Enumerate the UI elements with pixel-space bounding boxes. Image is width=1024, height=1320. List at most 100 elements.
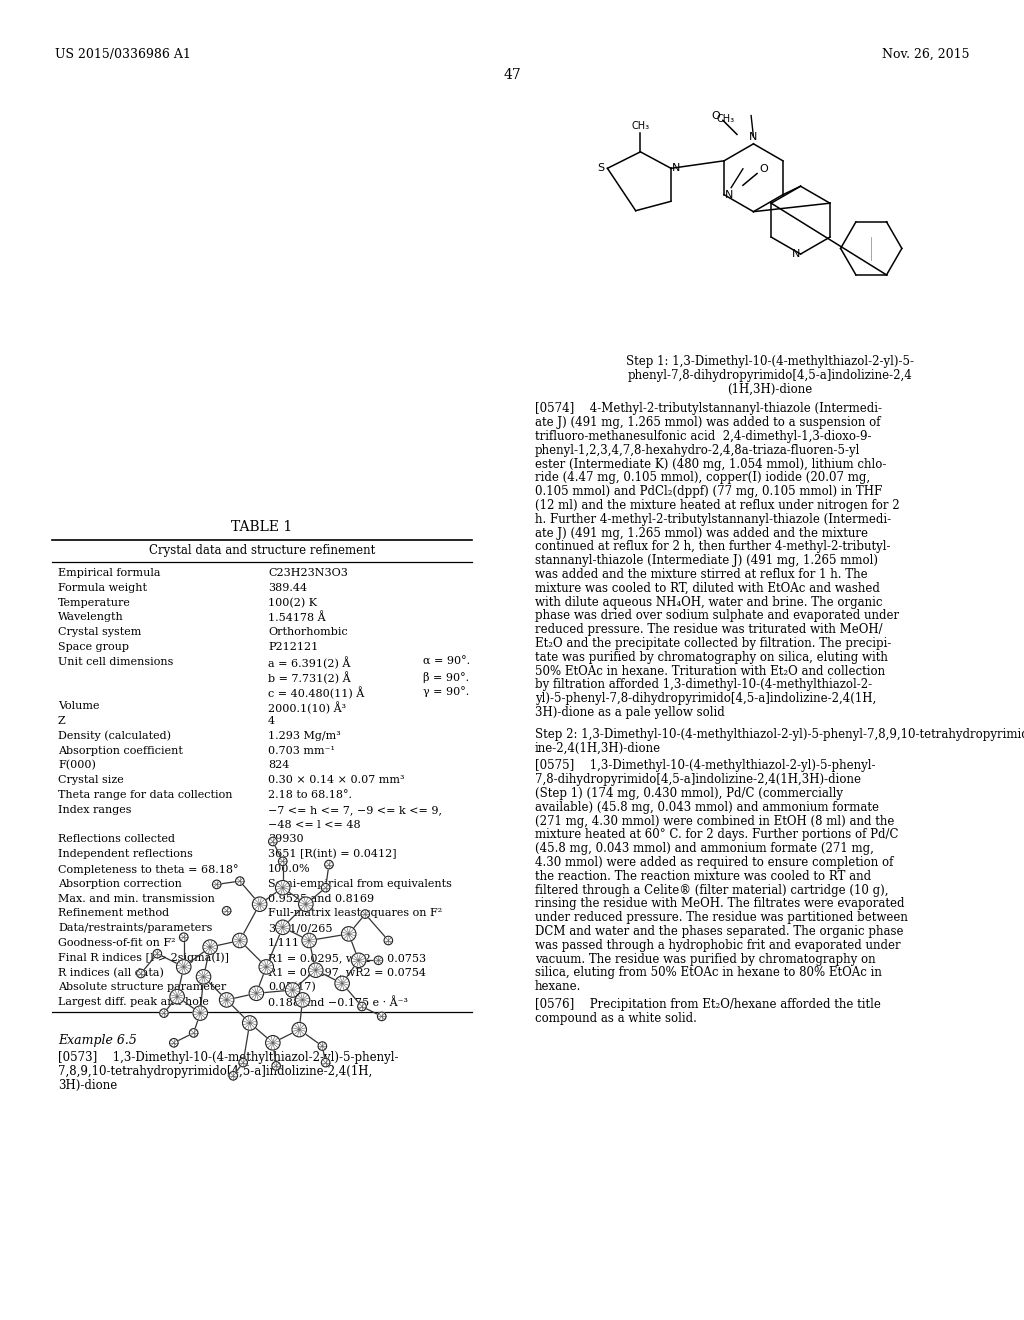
Circle shape: [249, 986, 263, 1001]
Text: Example 6.5: Example 6.5: [58, 1034, 137, 1047]
Text: 100(2) K: 100(2) K: [268, 598, 317, 609]
Circle shape: [384, 936, 392, 945]
Text: 1.54178 Å: 1.54178 Å: [268, 612, 326, 623]
Text: R indices (all data): R indices (all data): [58, 968, 164, 978]
Circle shape: [271, 1061, 281, 1071]
Circle shape: [170, 1039, 178, 1047]
Text: [0576]  Precipitation from Et₂O/hexane afforded the title: [0576] Precipitation from Et₂O/hexane af…: [535, 998, 881, 1011]
Text: Formula weight: Formula weight: [58, 583, 147, 593]
Text: 3651/0/265: 3651/0/265: [268, 923, 333, 933]
Circle shape: [302, 933, 316, 948]
Circle shape: [232, 933, 247, 948]
Text: silica, eluting from 50% EtOAc in hexane to 80% EtOAc in: silica, eluting from 50% EtOAc in hexane…: [535, 966, 882, 979]
Text: US 2015/0336986 A1: US 2015/0336986 A1: [55, 48, 190, 61]
Text: was passed through a hydrophobic frit and evaporated under: was passed through a hydrophobic frit an…: [535, 939, 901, 952]
Text: 0.05(17): 0.05(17): [268, 982, 315, 993]
Text: hexane.: hexane.: [535, 981, 582, 993]
Text: Data/restraints/parameters: Data/restraints/parameters: [58, 923, 212, 933]
Text: (Step 1) (174 mg, 0.430 mmol), Pd/C (commercially: (Step 1) (174 mg, 0.430 mmol), Pd/C (com…: [535, 787, 843, 800]
Text: 0.703 mm⁻¹: 0.703 mm⁻¹: [268, 746, 335, 755]
Text: stannanyl-thiazole (Intermediate J) (491 mg, 1.265 mmol): stannanyl-thiazole (Intermediate J) (491…: [535, 554, 878, 568]
Text: R1 = 0.0297, wR2 = 0.0754: R1 = 0.0297, wR2 = 0.0754: [268, 968, 426, 978]
Text: N: N: [750, 132, 758, 141]
Text: (12 ml) and the mixture heated at reflux under nitrogen for 2: (12 ml) and the mixture heated at reflux…: [535, 499, 900, 512]
Text: Orthorhombic: Orthorhombic: [268, 627, 348, 638]
Text: Wavelength: Wavelength: [58, 612, 124, 623]
Text: Absolute structure parameter: Absolute structure parameter: [58, 982, 226, 993]
Text: 389.44: 389.44: [268, 583, 307, 593]
Text: 4: 4: [268, 715, 275, 726]
Circle shape: [212, 880, 221, 888]
Text: continued at reflux for 2 h, then further 4-methyl-2-tributyl-: continued at reflux for 2 h, then furthe…: [535, 540, 891, 553]
Text: Absorption coefficient: Absorption coefficient: [58, 746, 183, 755]
Circle shape: [136, 969, 145, 978]
Text: (45.8 mg, 0.043 mmol) and ammonium formate (271 mg,: (45.8 mg, 0.043 mmol) and ammonium forma…: [535, 842, 873, 855]
Circle shape: [268, 837, 278, 846]
Text: 50% EtOAc in hexane. Trituration with Et₂O and collection: 50% EtOAc in hexane. Trituration with Et…: [535, 664, 885, 677]
Text: ate J) (491 mg, 1.265 mmol) was added and the mixture: ate J) (491 mg, 1.265 mmol) was added an…: [535, 527, 868, 540]
Text: 0.9525 and 0.8169: 0.9525 and 0.8169: [268, 894, 374, 904]
Text: Space group: Space group: [58, 642, 129, 652]
Text: 7,8,9,10-tetrahydropyrimido[4,5-a]indolizine-2,4(1H,: 7,8,9,10-tetrahydropyrimido[4,5-a]indoli…: [58, 1065, 373, 1078]
Text: O: O: [760, 164, 768, 174]
Circle shape: [179, 933, 188, 941]
Circle shape: [308, 964, 323, 977]
Text: Step 2: 1,3-Dimethyl-10-(4-methylthiazol-2-yl)-5-phenyl-7,8,9,10-tetrahydropyrim: Step 2: 1,3-Dimethyl-10-(4-methylthiazol…: [535, 727, 1024, 741]
Circle shape: [360, 909, 370, 919]
Circle shape: [279, 857, 287, 866]
Text: Empirical formula: Empirical formula: [58, 568, 161, 578]
Text: 2000.1(10) Å³: 2000.1(10) Å³: [268, 701, 346, 714]
Text: −7 <= h <= 7, −9 <= k <= 9,: −7 <= h <= 7, −9 <= k <= 9,: [268, 805, 442, 814]
Text: 3H)-dione as a pale yellow solid: 3H)-dione as a pale yellow solid: [535, 706, 725, 719]
Text: Independent reflections: Independent reflections: [58, 849, 193, 859]
Text: Crystal size: Crystal size: [58, 775, 124, 785]
Text: 2.18 to 68.18°.: 2.18 to 68.18°.: [268, 789, 352, 800]
Circle shape: [374, 956, 383, 965]
Text: available) (45.8 mg, 0.043 mmol) and ammonium formate: available) (45.8 mg, 0.043 mmol) and amm…: [535, 801, 879, 814]
Text: vacuum. The residue was purified by chromatography on: vacuum. The residue was purified by chro…: [535, 953, 876, 966]
Text: DCM and water and the phases separated. The organic phase: DCM and water and the phases separated. …: [535, 925, 903, 939]
Text: ate J) (491 mg, 1.265 mmol) was added to a suspension of: ate J) (491 mg, 1.265 mmol) was added to…: [535, 416, 881, 429]
Text: N: N: [792, 249, 800, 259]
Text: (271 mg, 4.30 mmol) were combined in EtOH (8 ml) and the: (271 mg, 4.30 mmol) were combined in EtO…: [535, 814, 894, 828]
Circle shape: [299, 898, 313, 912]
Circle shape: [252, 898, 267, 912]
Circle shape: [318, 1041, 327, 1051]
Circle shape: [335, 977, 349, 990]
Circle shape: [341, 927, 356, 941]
Text: Full-matrix least-squares on F²: Full-matrix least-squares on F²: [268, 908, 442, 919]
Circle shape: [378, 1012, 386, 1020]
Circle shape: [170, 990, 184, 1005]
Text: Unit cell dimensions: Unit cell dimensions: [58, 657, 173, 667]
Text: Absorption correction: Absorption correction: [58, 879, 182, 888]
Text: Crystal system: Crystal system: [58, 627, 141, 638]
Text: 0.30 × 0.14 × 0.07 mm³: 0.30 × 0.14 × 0.07 mm³: [268, 775, 404, 785]
Circle shape: [203, 940, 217, 954]
Text: was added and the mixture stirred at reflux for 1 h. The: was added and the mixture stirred at ref…: [535, 568, 867, 581]
Circle shape: [153, 949, 162, 958]
Text: Crystal data and structure refinement: Crystal data and structure refinement: [148, 544, 375, 557]
Text: Max. and min. transmission: Max. and min. transmission: [58, 894, 215, 904]
Text: Step 1: 1,3-Dimethyl-10-(4-methylthiazol-2-yl)-5-: Step 1: 1,3-Dimethyl-10-(4-methylthiazol…: [626, 355, 914, 368]
Text: trifluoro-methanesulfonic acid  2,4-dimethyl-1,3-dioxo-9-: trifluoro-methanesulfonic acid 2,4-dimet…: [535, 430, 871, 444]
Text: Theta range for data collection: Theta range for data collection: [58, 789, 232, 800]
Text: under reduced pressure. The residue was partitioned between: under reduced pressure. The residue was …: [535, 911, 908, 924]
Text: 39930: 39930: [268, 834, 304, 845]
Text: a = 6.391(2) Å: a = 6.391(2) Å: [268, 657, 350, 669]
Text: Reflections collected: Reflections collected: [58, 834, 175, 845]
Text: 1.293 Mg/m³: 1.293 Mg/m³: [268, 731, 341, 741]
Circle shape: [295, 993, 310, 1007]
Text: by filtration afforded 1,3-dimethyl-10-(4-methylthiazol-2-: by filtration afforded 1,3-dimethyl-10-(…: [535, 678, 872, 692]
Text: R1 = 0.0295, wR2 = 0.0753: R1 = 0.0295, wR2 = 0.0753: [268, 953, 426, 962]
Text: [0574]  4-Methyl-2-tributylstannanyl-thiazole (Intermedi-: [0574] 4-Methyl-2-tributylstannanyl-thia…: [535, 403, 882, 416]
Text: TABLE 1: TABLE 1: [231, 520, 293, 535]
Circle shape: [193, 1006, 208, 1020]
Text: filtered through a Celite® (filter material) cartridge (10 g),: filtered through a Celite® (filter mater…: [535, 883, 889, 896]
Text: tate was purified by chromatography on silica, eluting with: tate was purified by chromatography on s…: [535, 651, 888, 664]
Text: the reaction. The reaction mixture was cooled to RT and: the reaction. The reaction mixture was c…: [535, 870, 871, 883]
Circle shape: [222, 907, 231, 915]
Text: ine-2,4(1H,3H)-dione: ine-2,4(1H,3H)-dione: [535, 742, 662, 755]
Text: CH₃: CH₃: [716, 114, 734, 124]
Text: 4.30 mmol) were added as required to ensure completion of: 4.30 mmol) were added as required to ens…: [535, 855, 893, 869]
Text: Refinement method: Refinement method: [58, 908, 169, 919]
